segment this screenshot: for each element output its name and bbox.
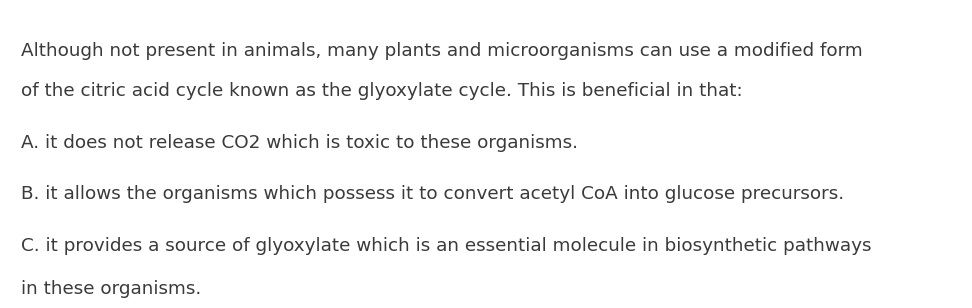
Text: of the citric acid cycle known as the glyoxylate cycle. This is beneficial in th: of the citric acid cycle known as the gl…: [21, 82, 743, 99]
Text: in these organisms.: in these organisms.: [21, 280, 201, 298]
Text: C. it provides a source of glyoxylate which is an essential molecule in biosynth: C. it provides a source of glyoxylate wh…: [21, 237, 872, 255]
Text: A. it does not release CO2 which is toxic to these organisms.: A. it does not release CO2 which is toxi…: [21, 134, 578, 152]
Text: Although not present in animals, many plants and microorganisms can use a modifi: Although not present in animals, many pl…: [21, 42, 863, 59]
Text: B. it allows the organisms which possess it to convert acetyl CoA into glucose p: B. it allows the organisms which possess…: [21, 185, 845, 203]
